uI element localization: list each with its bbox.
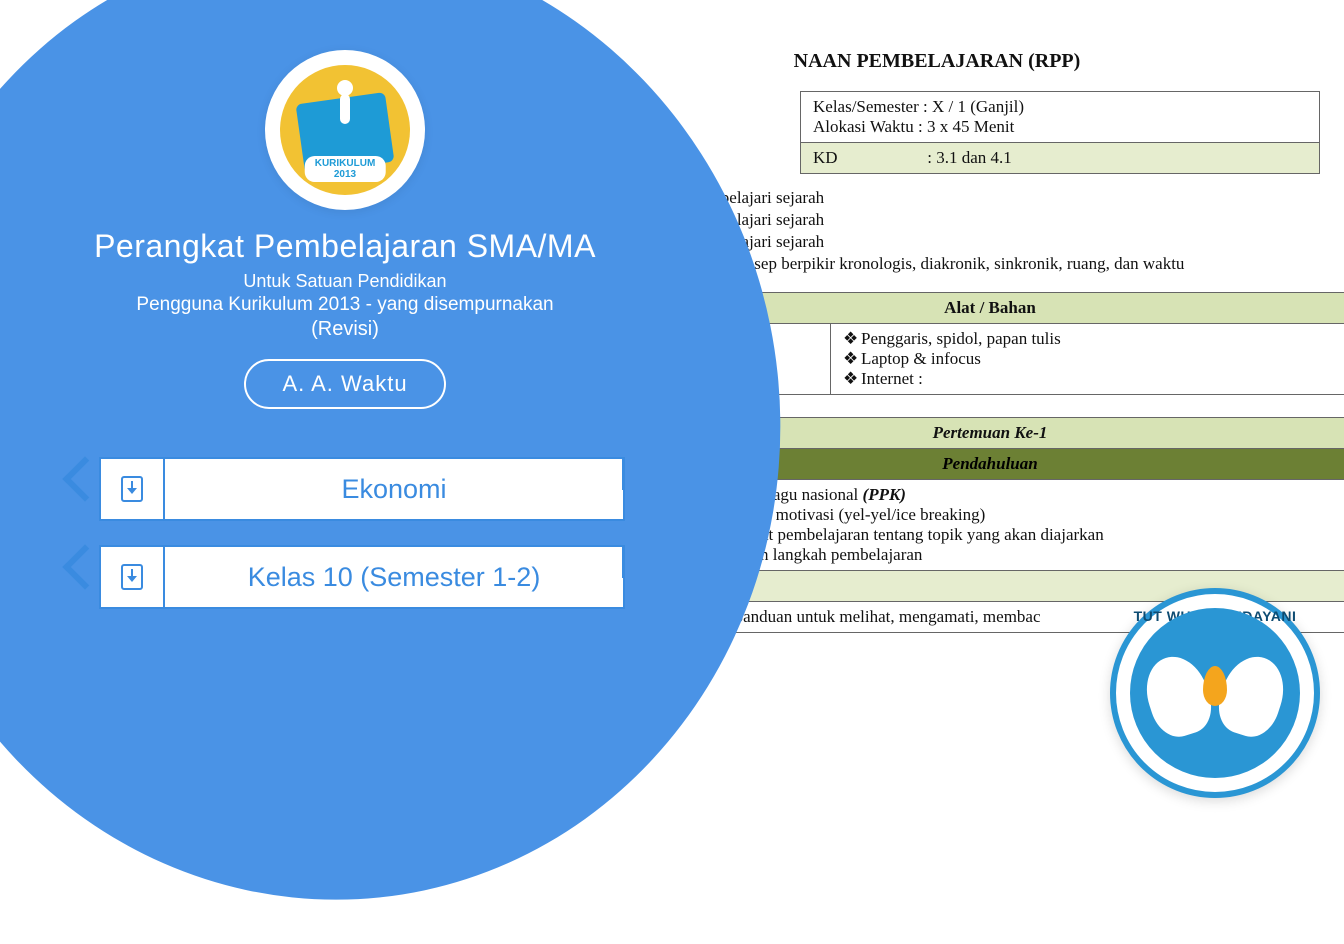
tag-label: Kelas 10 (Semester 1-2) xyxy=(163,545,625,609)
alat-item: Penggaris, spidol, papan tulis xyxy=(843,329,1337,349)
objective: empelajari sejarah xyxy=(700,188,1314,208)
logo-ribbon-text: KURIKULUM 2013 xyxy=(305,156,386,182)
objective: empelajari sejarah xyxy=(700,210,1314,230)
download-icon xyxy=(99,457,163,521)
tag-kelas[interactable]: Kelas 10 (Semester 1-2) xyxy=(65,545,625,609)
kelas-value: X / 1 (Ganjil) xyxy=(932,97,1024,116)
download-icon xyxy=(99,545,163,609)
alokasi-value: 3 x 45 Menit xyxy=(927,117,1014,136)
tut-wuri-logo: TUT WURI HANDAYANI xyxy=(1110,588,1320,798)
kelas-label: Kelas/Semester : xyxy=(813,97,928,116)
objective: empelajari sejarah xyxy=(700,232,1314,252)
kd-label: KD xyxy=(813,148,923,168)
alat-item: Laptop & infocus xyxy=(843,349,1337,369)
kd-value: : 3.1 dan 4.1 xyxy=(927,148,1012,167)
left-panel: KURIKULUM 2013 Perangkat Pembelajaran SM… xyxy=(0,0,680,633)
author-badge: A. A. Waktu xyxy=(244,359,445,409)
kurikulum-2013-logo: KURIKULUM 2013 xyxy=(265,50,425,210)
alokasi-label: Alokasi Waktu : xyxy=(813,117,923,136)
chevron-left-icon xyxy=(65,457,99,521)
chevron-left-icon xyxy=(65,545,99,609)
tag-ekonomi[interactable]: Ekonomi xyxy=(65,457,625,521)
doc-info-table: Kelas/Semester : X / 1 (Ganjil) Alokasi … xyxy=(800,91,1320,174)
subtitle-3: (Revisi) xyxy=(40,318,650,341)
subtitle-2: Pengguna Kurikulum 2013 - yang disempurn… xyxy=(40,294,650,316)
tag-label: Ekonomi xyxy=(163,457,625,521)
page-title: Perangkat Pembelajaran SMA/MA xyxy=(40,228,650,265)
objective: ang konsep berpikir kronologis, diakroni… xyxy=(700,254,1314,274)
alat-item: Internet : xyxy=(843,369,1337,389)
subtitle-1: Untuk Satuan Pendidikan xyxy=(40,271,650,292)
